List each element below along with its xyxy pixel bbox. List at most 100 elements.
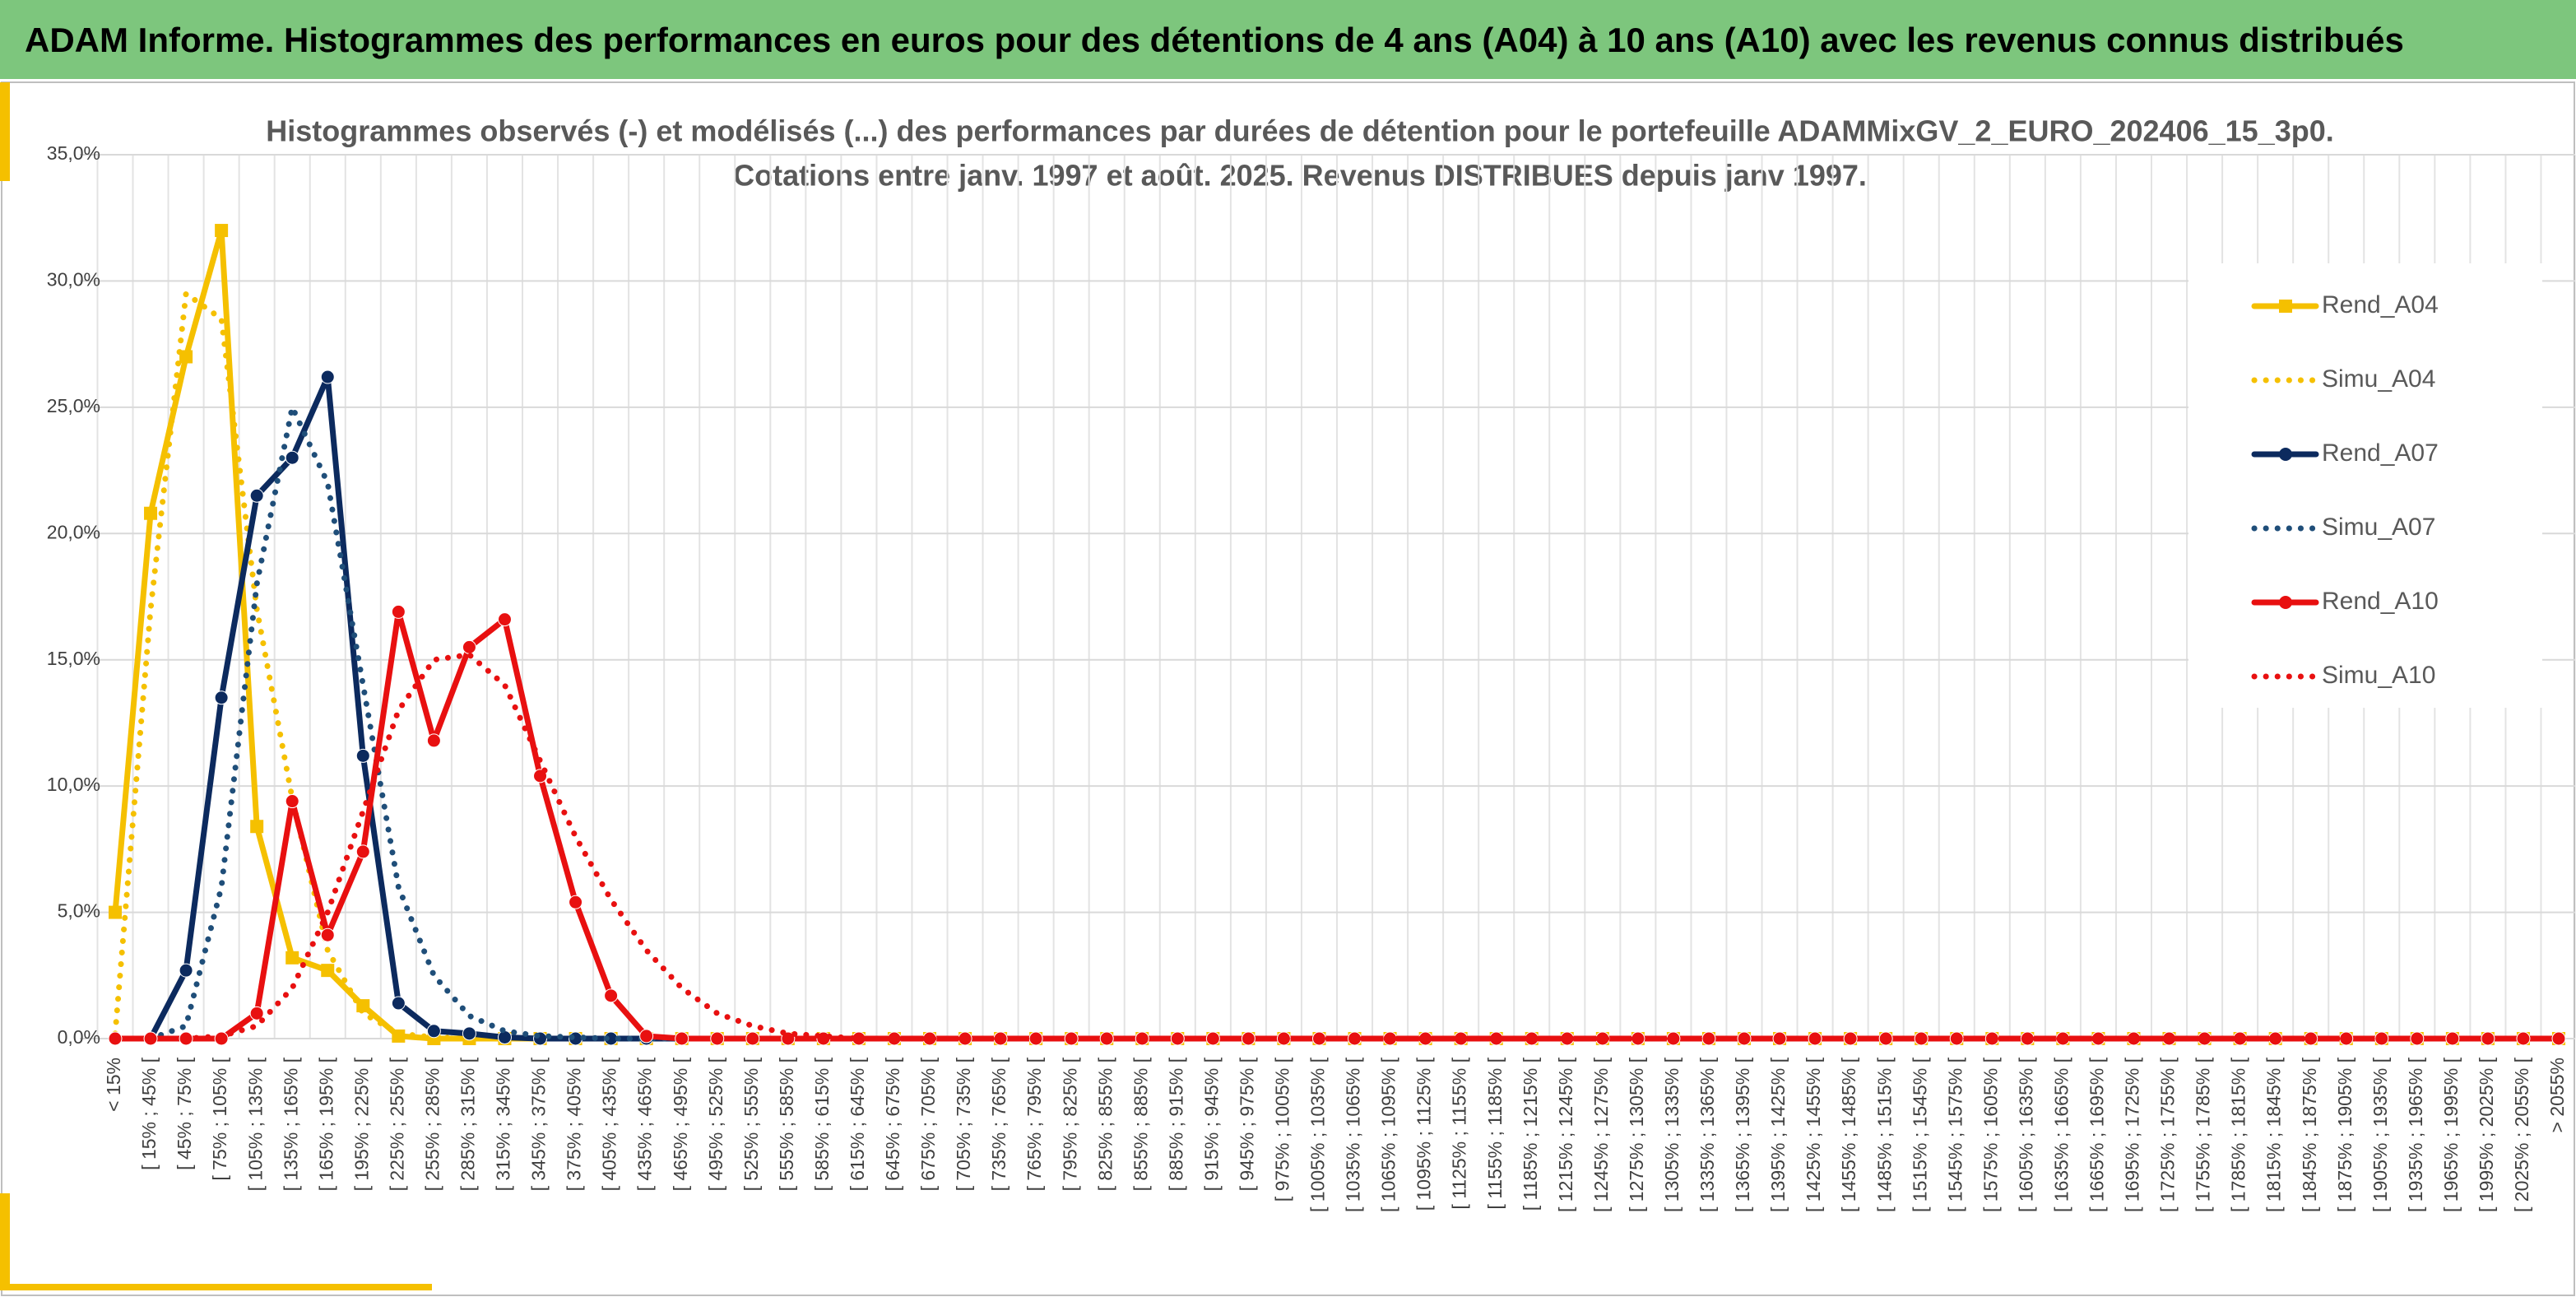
x-tick-label: [ 315% ; 345% [	[493, 1057, 514, 1191]
x-tick-label: [ 525% ; 555% [	[740, 1057, 762, 1191]
legend-label: Rend_A07	[2322, 439, 2439, 467]
x-tick-label: [ 855% ; 885% [	[1130, 1057, 1151, 1191]
x-tick-label: [ 165% ; 195% [	[315, 1057, 337, 1191]
x-tick-label: [ 495% ; 525% [	[705, 1057, 726, 1191]
marker	[214, 690, 229, 705]
x-tick-label: [ 615% ; 645% [	[847, 1057, 868, 1191]
x-tick-label: [ 1665% ; 1695% [	[2086, 1057, 2108, 1212]
marker	[710, 1031, 725, 1046]
x-tick-label: [ 915% ; 945% [	[1200, 1057, 1222, 1191]
x-tick-label: [ 1875% ; 1905% [	[2334, 1057, 2356, 1212]
x-tick-label: [ 555% ; 585% [	[776, 1057, 797, 1191]
x-tick-label: [ 1455% ; 1485% [	[1838, 1057, 1859, 1212]
marker	[109, 905, 122, 919]
chart-subtitle: Cotations entre janv. 1997 et août. 2025…	[733, 159, 1867, 193]
x-tick-label: [ 1245% ; 1275% [	[1590, 1057, 1612, 1212]
marker	[285, 951, 299, 965]
marker	[745, 1031, 760, 1046]
x-tick-label: [ 795% ; 825% [	[1059, 1057, 1080, 1191]
x-tick-label: [ 1905% ; 1935% [	[2369, 1057, 2391, 1212]
x-tick-label: [ 885% ; 915% [	[1165, 1057, 1186, 1191]
x-tick-label: [ 105% ; 135% [	[244, 1057, 266, 1191]
x-tick-label: [ 345% ; 375% [	[528, 1057, 550, 1191]
legend-label: Rend_A10	[2322, 588, 2439, 615]
x-tick-label: [ 1395% ; 1425% [	[1767, 1057, 1789, 1212]
chart-title: Histogrammes observés (-) et modélisés (…	[266, 114, 2334, 148]
y-tick-label: 20,0%	[47, 521, 100, 542]
legend-marker	[2279, 448, 2292, 461]
legend-label: Simu_A04	[2322, 365, 2435, 393]
x-tick-label: [ 375% ; 405% [	[564, 1057, 585, 1191]
marker	[179, 963, 193, 978]
y-tick-label: 5,0%	[58, 900, 100, 922]
marker	[497, 612, 512, 627]
marker	[355, 748, 370, 763]
marker	[392, 1029, 406, 1043]
marker	[355, 844, 370, 859]
series-line	[112, 652, 2562, 1042]
x-tick-label: > 2055%	[2546, 1058, 2568, 1132]
marker	[215, 224, 229, 238]
marker	[249, 1006, 264, 1020]
x-tick-label: [ 45% ; 75% [	[174, 1057, 195, 1169]
marker	[781, 1031, 796, 1046]
x-tick-label: [ 945% ; 975% [	[1236, 1057, 1257, 1191]
marker	[675, 1031, 689, 1046]
x-tick-label: [ 675% ; 705% [	[917, 1057, 939, 1191]
marker	[250, 820, 264, 834]
legend-box	[2188, 263, 2542, 708]
header-bar	[0, 0, 2576, 79]
x-tick-label: [ 465% ; 495% [	[670, 1057, 691, 1191]
x-tick-label: [ 1605% ; 1635% [	[2015, 1057, 2036, 1212]
marker	[426, 1024, 441, 1039]
x-tick-label: [ 435% ; 465% [	[634, 1057, 656, 1191]
legend-marker	[2279, 596, 2292, 609]
y-tick-label: 30,0%	[47, 269, 100, 291]
x-tick-label: [ 1425% ; 1455% [	[1803, 1057, 1824, 1212]
marker	[569, 895, 583, 909]
header-title: ADAM Informe. Histogrammes des performan…	[25, 21, 2404, 59]
x-tick-label: [ 705% ; 735% [	[953, 1057, 974, 1191]
marker	[144, 506, 158, 520]
accent	[0, 1193, 10, 1290]
x-tick-label: [ 255% ; 285% [	[421, 1057, 443, 1191]
x-tick-label: [ 765% ; 795% [	[1023, 1057, 1045, 1191]
x-tick-label: [ 1035% ; 1065% [	[1343, 1057, 1364, 1212]
y-tick-label: 0,0%	[58, 1026, 100, 1048]
chart-frame	[1, 81, 2575, 1296]
y-tick-label: 15,0%	[47, 648, 100, 669]
x-tick-label: [ 135% ; 165% [	[280, 1057, 301, 1191]
x-tick-label: [ 1995% ; 2025% [	[2476, 1057, 2497, 1212]
x-tick-label: [ 735% ; 765% [	[988, 1057, 1010, 1191]
x-tick-label: [ 1845% ; 1875% [	[2299, 1057, 2320, 1212]
x-tick-label: [ 1635% ; 1665% [	[2050, 1057, 2072, 1212]
x-tick-label: [ 585% ; 615% [	[811, 1057, 833, 1191]
marker	[249, 488, 264, 503]
x-tick-label: [ 1755% ; 1785% [	[2193, 1057, 2214, 1212]
x-tick-label: [ 1185% ; 1215% [	[1520, 1057, 1541, 1211]
x-tick-label: < 15%	[103, 1058, 124, 1112]
marker	[639, 1029, 654, 1044]
marker	[462, 1026, 476, 1041]
marker	[462, 639, 476, 654]
x-tick-label: [ 225% ; 255% [	[386, 1057, 407, 1191]
accent	[0, 1284, 432, 1290]
x-tick-label: [ 1935% ; 1965% [	[2405, 1057, 2426, 1212]
marker	[604, 988, 619, 1003]
marker	[179, 350, 193, 364]
x-tick-label: [ 1575% ; 1605% [	[1980, 1057, 2001, 1212]
marker	[320, 370, 335, 384]
marker	[426, 733, 441, 748]
x-tick-label: [ 1215% ; 1245% [	[1555, 1057, 1576, 1212]
marker	[391, 604, 406, 619]
x-tick-label: [ 1485% ; 1515% [	[1873, 1057, 1895, 1212]
marker	[321, 964, 335, 978]
x-tick-label: [ 1545% ; 1575% [	[1944, 1057, 1966, 1212]
x-tick-label: [ 825% ; 855% [	[1094, 1057, 1116, 1191]
marker	[497, 1030, 512, 1044]
legend-marker	[2279, 300, 2292, 313]
y-tick-label: 10,0%	[47, 774, 100, 795]
x-tick-label: [ 1965% ; 1995% [	[2440, 1057, 2462, 1212]
x-tick-label: [ 285% ; 315% [	[457, 1057, 479, 1191]
